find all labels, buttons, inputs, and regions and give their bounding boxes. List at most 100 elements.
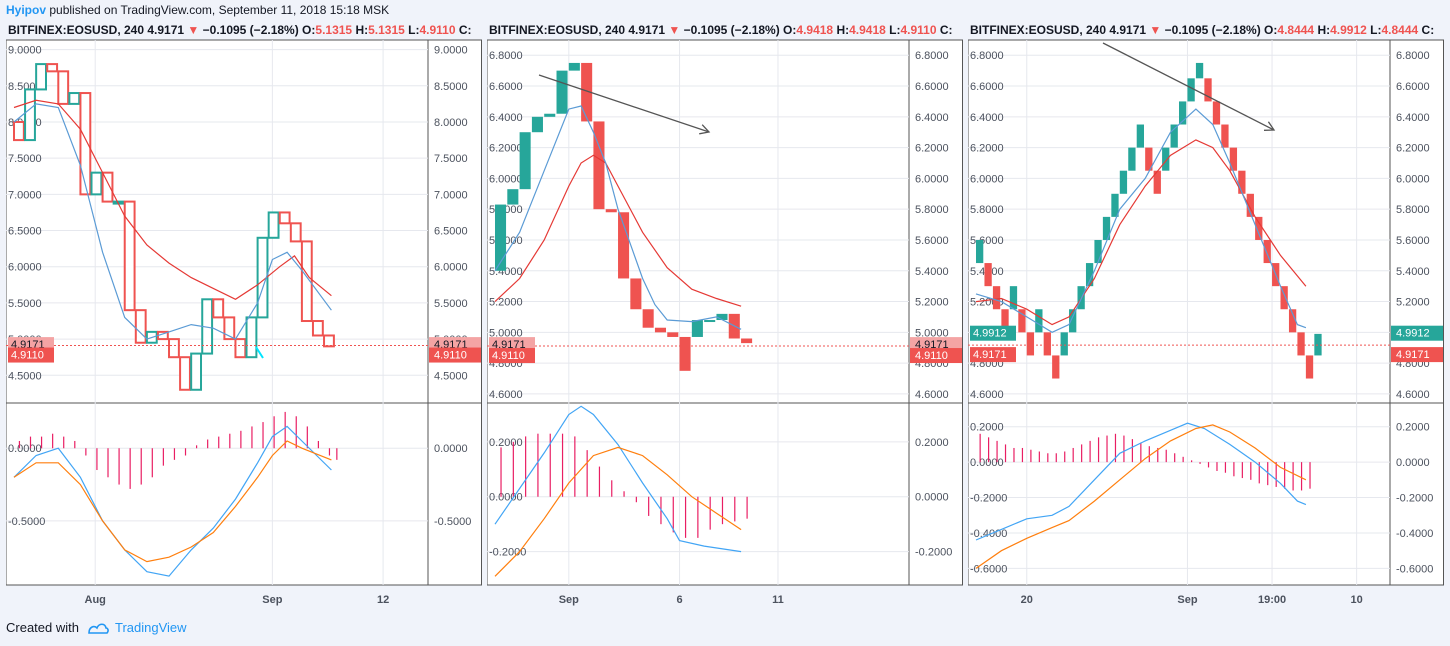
- time-tick: 6: [676, 594, 682, 606]
- macd-tick-right: -0.2000: [1396, 493, 1433, 505]
- price-brick: [618, 212, 630, 279]
- tradingview-logo-icon[interactable]: [87, 621, 109, 635]
- macd-tick-right: -0.2000: [915, 547, 952, 559]
- price-brick: [1212, 101, 1221, 125]
- last-value-badge-left: [970, 347, 1016, 363]
- price-brick: [90, 171, 103, 196]
- title-part: 4.9110: [419, 23, 458, 37]
- title-part: 4.9171: [628, 23, 668, 37]
- price-tick-left: 5.2000: [489, 297, 523, 309]
- price-brick: [1170, 124, 1178, 148]
- price-brick: [1085, 263, 1094, 287]
- price-brick: [984, 263, 992, 287]
- macd-tick-right: 0.2000: [1396, 422, 1430, 434]
- time-tick: Sep: [559, 594, 579, 606]
- price-brick: [278, 211, 291, 225]
- tradingview-link[interactable]: TradingView: [114, 620, 187, 635]
- last-value-badge: [910, 348, 962, 364]
- price-brick: [245, 316, 258, 359]
- macd-tick-right: -0.4000: [1396, 528, 1433, 540]
- plot-background: [968, 39, 1444, 586]
- price-brick: [1238, 170, 1246, 194]
- last-value-badge: [429, 347, 481, 363]
- price-tick-right: 6.5000: [434, 226, 468, 238]
- price-brick: [507, 189, 519, 205]
- price-brick: [68, 92, 81, 105]
- price-tick-right: 4.5000: [434, 370, 468, 382]
- price-tick-left: 6.8000: [489, 50, 523, 62]
- price-brick: [1145, 147, 1153, 171]
- author-name[interactable]: Hyipov: [6, 3, 47, 17]
- price-brick: [1305, 355, 1314, 379]
- chart-panel-left[interactable]: 9.00009.00008.50008.50008.00008.00007.50…: [6, 20, 482, 612]
- cyan-marker: [255, 346, 264, 359]
- title-part: 4.8444: [1381, 23, 1421, 37]
- price-tick-left: 9.0000: [8, 45, 42, 57]
- title-part: 4.9171: [1109, 23, 1149, 37]
- price-brick: [79, 92, 92, 196]
- price-brick: [1069, 309, 1077, 333]
- price-brick: [544, 113, 556, 117]
- last-value-label-left: 4.9110: [492, 350, 525, 362]
- price-brick: [1102, 216, 1111, 240]
- price-brick: [1255, 216, 1263, 240]
- price-tick-left: 7.5000: [8, 153, 42, 165]
- price-brick: [642, 309, 654, 328]
- trend-arrow-head: [1263, 121, 1276, 131]
- last-value-label-left: 4.9110: [11, 350, 44, 362]
- price-tick-right: 9.0000: [434, 45, 468, 57]
- price-brick: [168, 338, 180, 359]
- chart-title: BITFINEX:EOSUSD, 240 4.9171 ▼ −0.1095 (−…: [8, 23, 472, 37]
- price-tick-right: 6.0000: [434, 262, 468, 274]
- macd-tick-left: 0.2000: [489, 437, 523, 449]
- price-tick-right: 8.5000: [434, 81, 468, 93]
- price-brick: [1246, 193, 1254, 217]
- macd-tick-right: 0.0000: [1396, 457, 1430, 469]
- trend-arrow: [538, 74, 710, 133]
- price-tick-left: 6.0000: [489, 173, 523, 185]
- price-tick-right: 5.5000: [434, 298, 468, 310]
- price-tick-right: 6.2000: [1396, 143, 1430, 155]
- price-tick-left: 7.0000: [8, 189, 42, 201]
- macd-tick-left: -0.5000: [8, 516, 45, 528]
- last-value-badge: [1391, 347, 1443, 363]
- title-part: BITFINEX:EOSUSD, 240: [8, 23, 147, 37]
- last-value-badge: [1391, 325, 1443, 341]
- price-tick-left: 4.6000: [489, 389, 523, 401]
- price-tick-left: 6.2000: [970, 143, 1004, 155]
- last-value-label: 4.9110: [434, 350, 467, 362]
- price-tick-right: 6.8000: [1396, 50, 1430, 62]
- price-brick: [1128, 147, 1136, 171]
- chart-panel-middle[interactable]: 6.8000 6.8000 6.6000 6.6000 6.4000 6.4000 6.20…: [487, 20, 963, 612]
- price-brick: [46, 63, 59, 73]
- ma-fast-line: [13, 103, 332, 340]
- title-part: 5.1315: [368, 23, 408, 37]
- title-part: −0.1095 (−2.18%): [1165, 23, 1264, 37]
- price-brick: [1162, 147, 1170, 171]
- price-tick-left: 5.6000: [970, 235, 1004, 247]
- price-brick: [1060, 332, 1068, 356]
- price-brick: [704, 320, 716, 323]
- macd-tick-left: -0.2000: [970, 493, 1007, 505]
- price-brick: [223, 316, 236, 341]
- last-value-badge-left: [489, 348, 535, 364]
- chart-panel-right[interactable]: 6.8000 6.8000 6.6000 6.6000 6.4000 6.4000 6.20…: [968, 20, 1444, 612]
- price-brick: [1018, 309, 1026, 333]
- last-value-badge-left: [970, 325, 1016, 341]
- price-tick-right: 6.4000: [915, 112, 949, 124]
- price-brick: [179, 356, 191, 391]
- time-tick: Sep: [262, 594, 282, 606]
- title-part: BITFINEX:EOSUSD, 240: [489, 23, 628, 37]
- price-tick-right: 6.6000: [915, 81, 949, 93]
- time-tick: 20: [1021, 594, 1033, 606]
- macd-tick-left: -0.2000: [489, 547, 526, 559]
- last-value-label-left: 4.9171: [973, 349, 1007, 361]
- price-brick: [654, 327, 666, 333]
- price-brick: [267, 211, 280, 239]
- title-part: ▼: [668, 23, 683, 37]
- signal-line: [494, 446, 742, 577]
- title-part: 4.9110: [900, 23, 939, 37]
- macd-tick-left: 0.0000: [8, 443, 42, 455]
- price-brick: [323, 334, 335, 348]
- macd-line: [494, 405, 742, 553]
